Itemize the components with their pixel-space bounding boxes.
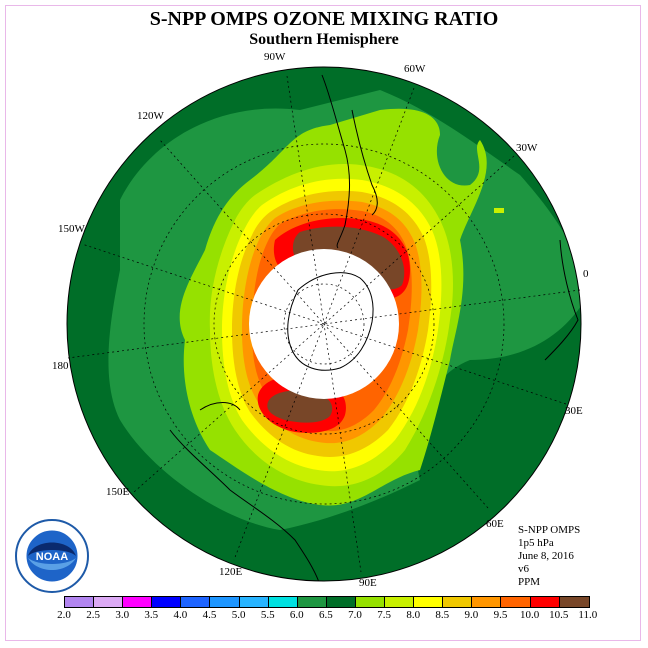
- info-instrument: S-NPP OMPS: [518, 524, 581, 536]
- colorbar-segment-9: [326, 597, 356, 607]
- product-info: S-NPP OMPS 1p5 hPa June 8, 2016 v6 PPM: [518, 524, 580, 589]
- colorbar: [64, 596, 590, 608]
- meridian-60e-120w: [159, 139, 489, 509]
- colorbar-segment-12: [414, 597, 444, 607]
- colorbar-segment-8: [297, 597, 327, 607]
- colorbar-segment-5: [210, 597, 240, 607]
- longitude-label-30e: 30E: [565, 405, 583, 417]
- colorbar-tick-label: 11.0: [578, 609, 598, 621]
- colorbar-segment-4: [181, 597, 211, 607]
- longitude-label-180: 180: [52, 360, 69, 372]
- longitude-label-120w: 120W: [137, 110, 164, 122]
- colorbar-tick-label: 6.5: [319, 609, 333, 621]
- colorbar-tick-label: 10.5: [549, 609, 569, 621]
- colorbar-tick-label: 3.0: [115, 609, 130, 621]
- longitude-label-150w: 150W: [58, 223, 85, 235]
- coastline-south-america-east: [351, 109, 378, 216]
- colorbar-tick-label: 6.0: [289, 609, 304, 621]
- colorbar-segment-14: [472, 597, 502, 607]
- info-pressure-level: 1p5 hPa: [518, 537, 554, 549]
- colorbar-segment-13: [443, 597, 473, 607]
- colorbar-segment-17: [559, 597, 589, 607]
- colorbar-segment-11: [385, 597, 415, 607]
- ozone-contour-fill: [67, 67, 581, 581]
- colorbar-tick-label: 7.5: [377, 609, 391, 621]
- map-boundary: [66, 66, 582, 582]
- colorbar-tick-label: 5.5: [260, 609, 275, 621]
- map-subtitle: Southern Hemisphere: [249, 31, 399, 48]
- colorbar-tick-label: 5.0: [231, 609, 246, 621]
- colorbar-tick-label: 4.5: [202, 609, 217, 621]
- longitude-label-0: 0: [583, 268, 589, 280]
- noaa-logo: NOAA: [15, 519, 89, 593]
- colorbar-segment-7: [268, 597, 298, 607]
- colorbar-tick-label: 4.0: [173, 609, 188, 621]
- colorbar-segment-16: [530, 597, 560, 607]
- colorbar-segment-2: [123, 597, 153, 607]
- antarctica-outline: [287, 272, 374, 371]
- coastline-south-america: [321, 74, 351, 249]
- colorbar-tick-label: 8.5: [435, 609, 450, 621]
- colorbar-segment-3: [152, 597, 182, 607]
- map-title: S-NPP OMPS OZONE MIXING RATIO: [149, 8, 499, 30]
- colorbar-segment-6: [239, 597, 269, 607]
- coastline-australia: [169, 429, 321, 581]
- longitude-label-150e: 150E: [106, 486, 130, 498]
- colorbar-tick-label: 7.0: [348, 609, 362, 621]
- noaa-logo-text: NOAA: [36, 551, 68, 563]
- colorbar-segment-10: [355, 597, 386, 607]
- meridian-0-180: [67, 289, 581, 359]
- longitude-label-60e: 60E: [486, 518, 504, 530]
- colorbar-tick-label: 10.0: [519, 609, 540, 621]
- info-version: v6: [518, 563, 529, 575]
- colorbar-tick-label: 2.0: [57, 609, 71, 621]
- colorbar-segment-0: [65, 597, 95, 607]
- colorbar-tick-label: 9.0: [464, 609, 479, 621]
- coastline-australia-west: [199, 402, 241, 411]
- longitude-label-90w: 90W: [264, 51, 286, 63]
- longitude-label-120e: 120E: [219, 566, 243, 578]
- latitude-circle-40s: [143, 143, 505, 505]
- meridian-60w-120e: [233, 87, 415, 561]
- colorbar-labels: 2.0 2.5 3.0 3.5 4.0 4.5 5.0 5.5 6.0 6.5 7.0 7.5 8.0 8…: [0, 609, 648, 623]
- info-date: June 8, 2016: [518, 550, 574, 562]
- info-units: PPM: [518, 576, 541, 588]
- colorbar-tick-label: 8.0: [406, 609, 421, 621]
- longitude-label-30w: 30W: [516, 142, 538, 154]
- ozone-field-7.5-8.0-island: [494, 208, 504, 213]
- colorbar-tick-label: 2.5: [86, 609, 100, 621]
- longitude-label-60w: 60W: [404, 63, 426, 75]
- colorbar-segment-15: [501, 597, 531, 607]
- colorbar-tick-label: 3.5: [144, 609, 159, 621]
- longitude-label-90e: 90E: [359, 577, 377, 589]
- latitude-circle-80s: [283, 283, 365, 365]
- figure-frame: [5, 5, 641, 641]
- latitude-circle-60s: [213, 213, 435, 435]
- colorbar-tick-label: 9.5: [493, 609, 508, 621]
- graticule: [67, 75, 581, 573]
- coastline-africa: [544, 239, 579, 361]
- colorbar-segment-1: [94, 597, 124, 607]
